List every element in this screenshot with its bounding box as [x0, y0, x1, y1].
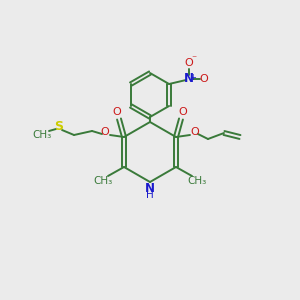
Text: O: O — [178, 107, 188, 117]
Text: CH₃: CH₃ — [93, 176, 112, 186]
Text: O: O — [200, 74, 208, 84]
Text: O: O — [185, 58, 194, 68]
Text: O: O — [100, 127, 109, 137]
Text: S: S — [55, 121, 64, 134]
Text: CH₃: CH₃ — [188, 176, 207, 186]
Text: +: + — [190, 73, 196, 82]
Text: H: H — [146, 190, 154, 200]
Text: N: N — [145, 182, 155, 194]
Text: N: N — [184, 73, 194, 85]
Text: CH₃: CH₃ — [32, 130, 52, 140]
Text: O: O — [190, 127, 200, 137]
Text: ⁻: ⁻ — [191, 54, 196, 64]
Text: O: O — [112, 107, 122, 117]
